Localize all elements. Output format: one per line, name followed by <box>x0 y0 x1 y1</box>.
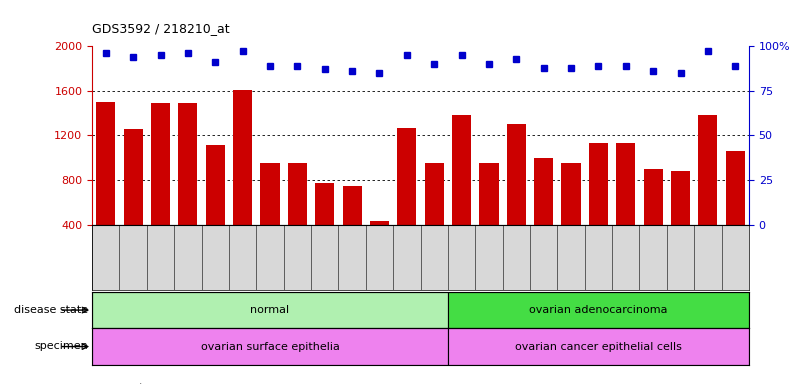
Bar <box>260 163 280 225</box>
Bar <box>179 103 198 225</box>
Text: ■: ■ <box>92 381 104 384</box>
Bar <box>671 171 690 225</box>
Bar <box>288 163 307 225</box>
Text: ovarian surface epithelia: ovarian surface epithelia <box>200 341 340 352</box>
Bar <box>425 163 444 225</box>
Bar <box>452 115 471 225</box>
Bar <box>616 142 635 225</box>
Bar <box>92 328 448 365</box>
Text: normal: normal <box>251 305 290 315</box>
Bar <box>92 292 448 328</box>
Bar <box>96 102 115 225</box>
Bar <box>370 221 389 225</box>
Text: ovarian adenocarcinoma: ovarian adenocarcinoma <box>529 305 668 315</box>
Bar <box>448 292 749 328</box>
Bar <box>123 129 143 225</box>
Text: count: count <box>112 383 143 384</box>
Bar <box>343 185 362 225</box>
Text: ovarian cancer epithelial cells: ovarian cancer epithelial cells <box>515 341 682 352</box>
Bar <box>315 183 334 225</box>
Bar <box>397 127 417 225</box>
Bar <box>726 151 745 225</box>
Text: disease state: disease state <box>14 305 88 315</box>
Bar <box>698 115 718 225</box>
Bar <box>534 158 553 225</box>
Bar <box>233 89 252 225</box>
Bar <box>206 146 225 225</box>
Bar <box>643 169 662 225</box>
Bar <box>479 163 498 225</box>
Bar <box>507 124 526 225</box>
Text: specimen: specimen <box>34 341 88 351</box>
Bar <box>562 163 581 225</box>
Bar <box>448 328 749 365</box>
Bar <box>589 142 608 225</box>
Text: GDS3592 / 218210_at: GDS3592 / 218210_at <box>92 22 230 35</box>
Bar <box>151 103 170 225</box>
